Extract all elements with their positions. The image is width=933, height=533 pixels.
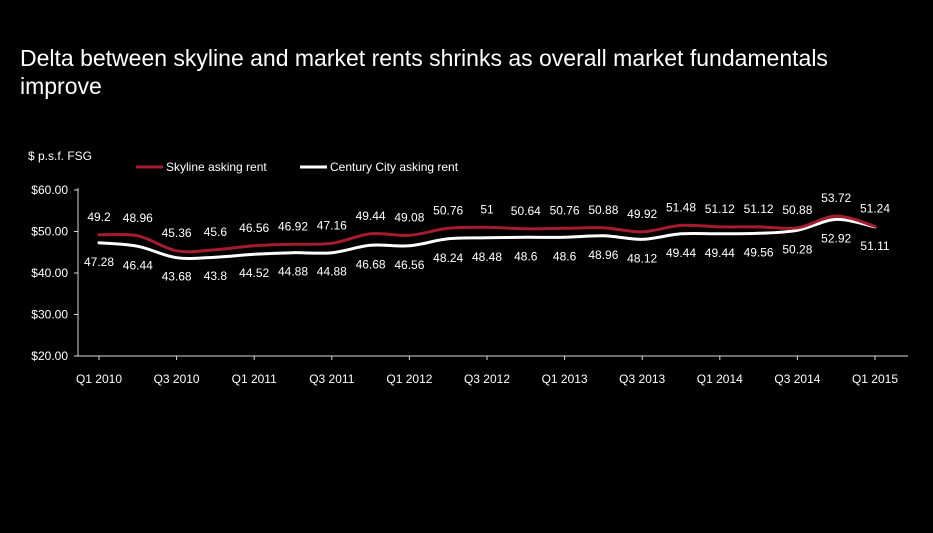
skyline-data-label: 51.48 xyxy=(666,200,696,214)
century-city-data-label: 51.11 xyxy=(860,239,889,253)
skyline-data-label: 49.08 xyxy=(394,210,424,224)
legend: Skyline asking rent Century City asking r… xyxy=(136,160,459,174)
century-city-data-label: 48.24 xyxy=(433,251,463,265)
skyline-data-label: 50.88 xyxy=(782,203,812,217)
y-tick-label: $60.00 xyxy=(31,183,68,197)
skyline-data-label: 48.96 xyxy=(123,211,153,225)
axes: $20.00 $30.00 $40.00 $50.00 $60.00 Q1 2010 Q3 … xyxy=(31,183,908,386)
legend-label-skyline: Skyline asking rent xyxy=(166,160,267,174)
century-city-data-label: 52.92 xyxy=(821,231,851,245)
skyline-data-label: 50.76 xyxy=(433,203,463,217)
x-tick-label: Q3 2013 xyxy=(619,372,665,386)
skyline-data-label: 51 xyxy=(480,202,494,216)
x-tick-label: Q3 2014 xyxy=(774,372,820,386)
x-tick-label: Q3 2012 xyxy=(464,372,510,386)
century-city-data-label: 44.88 xyxy=(317,265,347,279)
skyline-data-label: 46.56 xyxy=(239,221,269,235)
y-tick-label: $20.00 xyxy=(31,349,68,363)
century-city-data-label: 49.56 xyxy=(744,245,774,259)
x-tick-label: Q1 2010 xyxy=(76,372,122,386)
skyline-data-label: 47.16 xyxy=(317,218,347,232)
x-tick-label: Q1 2012 xyxy=(386,372,432,386)
century-city-data-label: 48.48 xyxy=(472,250,502,264)
data-labels: 49.2 48.96 45.36 45.6 46.56 46.92 47.16 49.44 49… xyxy=(84,191,890,284)
skyline-data-label: 51.24 xyxy=(860,201,890,215)
century-city-data-label: 43.68 xyxy=(162,270,192,284)
skyline-data-label: 46.92 xyxy=(278,219,308,233)
skyline-data-label: 53.72 xyxy=(821,191,851,205)
x-tick-label: Q1 2014 xyxy=(697,372,743,386)
century-city-data-label: 50.28 xyxy=(782,242,812,256)
y-tick-label: $40.00 xyxy=(31,266,68,280)
century-city-data-label: 48.6 xyxy=(514,249,538,263)
century-city-data-label: 46.44 xyxy=(123,258,153,272)
century-city-data-label: 46.68 xyxy=(356,257,386,271)
x-tick-label: Q1 2015 xyxy=(852,372,898,386)
series-lines xyxy=(97,214,877,261)
y-tick-label: $50.00 xyxy=(31,225,68,239)
skyline-series-line xyxy=(97,214,877,254)
skyline-data-label: 51.12 xyxy=(705,202,735,216)
skyline-data-label: 51.12 xyxy=(744,202,774,216)
x-tick-label: Q1 2013 xyxy=(542,372,588,386)
century-city-data-label: 43.8 xyxy=(204,269,228,283)
skyline-data-label: 50.76 xyxy=(550,203,580,217)
century-city-data-label: 48.12 xyxy=(627,251,657,265)
century-city-data-label: 46.56 xyxy=(394,258,424,272)
y-tick-label: $30.00 xyxy=(31,308,68,322)
legend-label-century-city: Century City asking rent xyxy=(330,160,459,174)
century-city-data-label: 44.88 xyxy=(278,265,308,279)
y-axis-label: $ p.s.f. FSG xyxy=(28,149,92,163)
chart-title: Delta between skyline and market rents s… xyxy=(20,45,828,99)
skyline-data-label: 50.88 xyxy=(588,203,618,217)
skyline-data-label: 49.92 xyxy=(627,207,657,221)
x-tick-label: Q3 2010 xyxy=(154,372,200,386)
century-city-data-label: 48.6 xyxy=(553,249,577,263)
skyline-data-label: 45.36 xyxy=(162,226,192,240)
century-city-data-label: 44.52 xyxy=(239,266,269,280)
century-city-data-label: 47.28 xyxy=(84,255,114,269)
skyline-data-label: 45.6 xyxy=(204,225,228,239)
skyline-data-label: 49.44 xyxy=(356,209,386,223)
skyline-data-label: 50.64 xyxy=(511,204,541,218)
century-city-data-label: 48.96 xyxy=(588,248,618,262)
century-city-data-label: 49.44 xyxy=(666,246,696,260)
century-city-series-line xyxy=(97,217,877,261)
century-city-data-label: 49.44 xyxy=(705,246,735,260)
x-tick-label: Q3 2011 xyxy=(309,372,354,386)
skyline-data-label: 49.2 xyxy=(87,210,111,224)
x-tick-label: Q1 2011 xyxy=(232,372,277,386)
